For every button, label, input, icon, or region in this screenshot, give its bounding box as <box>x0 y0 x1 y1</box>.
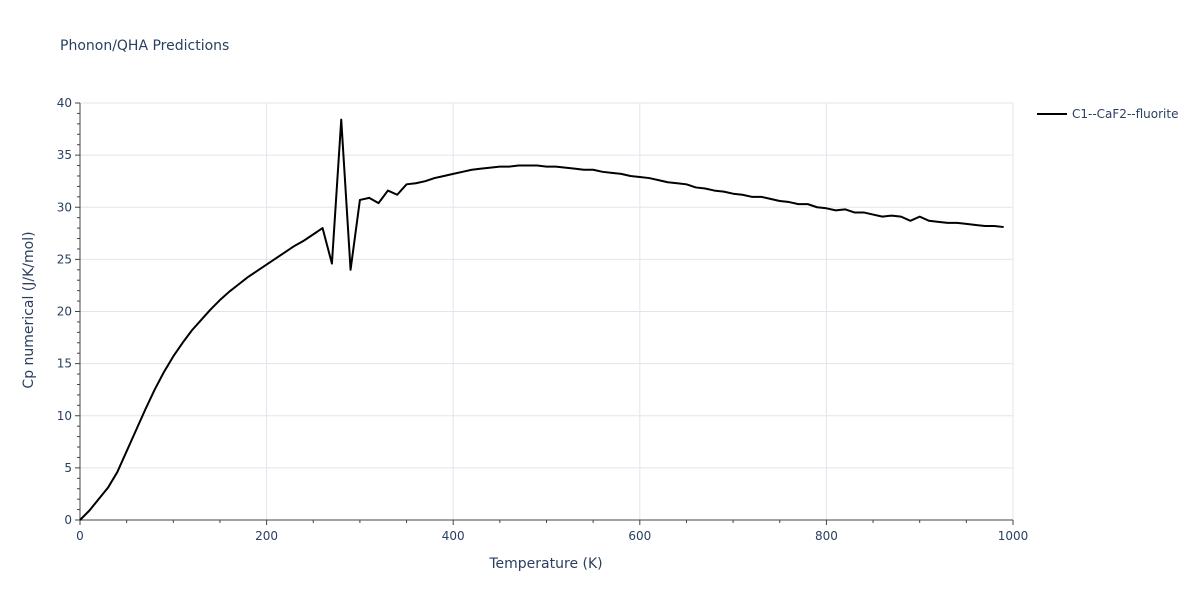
y-tick-label: 25 <box>57 252 72 266</box>
chart-title: Phonon/QHA Predictions <box>60 38 229 54</box>
x-tick-label: 0 <box>76 529 84 543</box>
y-tick-label: 30 <box>57 200 72 214</box>
x-tick-label: 1000 <box>998 529 1029 543</box>
x-tick-label: 200 <box>255 529 278 543</box>
series-lines <box>79 118 1004 521</box>
y-tick-label: 0 <box>64 513 72 527</box>
y-tick-label: 15 <box>57 357 72 371</box>
y-tick-labels: 0 5 10 15 20 25 30 35 40 <box>57 96 72 527</box>
series-line <box>79 118 1004 521</box>
y-tick-label: 10 <box>57 409 72 423</box>
legend-label: C1--CaF2--fluorite <box>1072 107 1178 121</box>
legend[interactable]: C1--CaF2--fluorite <box>1037 107 1178 121</box>
x-tick-label: 600 <box>628 529 651 543</box>
y-tick-label: 5 <box>64 461 72 475</box>
x-tick-label: 800 <box>815 529 838 543</box>
x-axis-title: Temperature (K) <box>488 556 602 572</box>
y-axis-title: Cp numerical (J/K/mol) <box>21 231 37 388</box>
axes <box>75 102 1014 525</box>
x-tick-labels: 0 200 400 600 800 1000 <box>76 529 1028 543</box>
y-tick-label: 20 <box>57 305 72 319</box>
y-tick-label: 40 <box>57 96 72 110</box>
x-tick-label: 400 <box>442 529 465 543</box>
grid-lines <box>80 102 1014 520</box>
y-tick-label: 35 <box>57 148 72 162</box>
